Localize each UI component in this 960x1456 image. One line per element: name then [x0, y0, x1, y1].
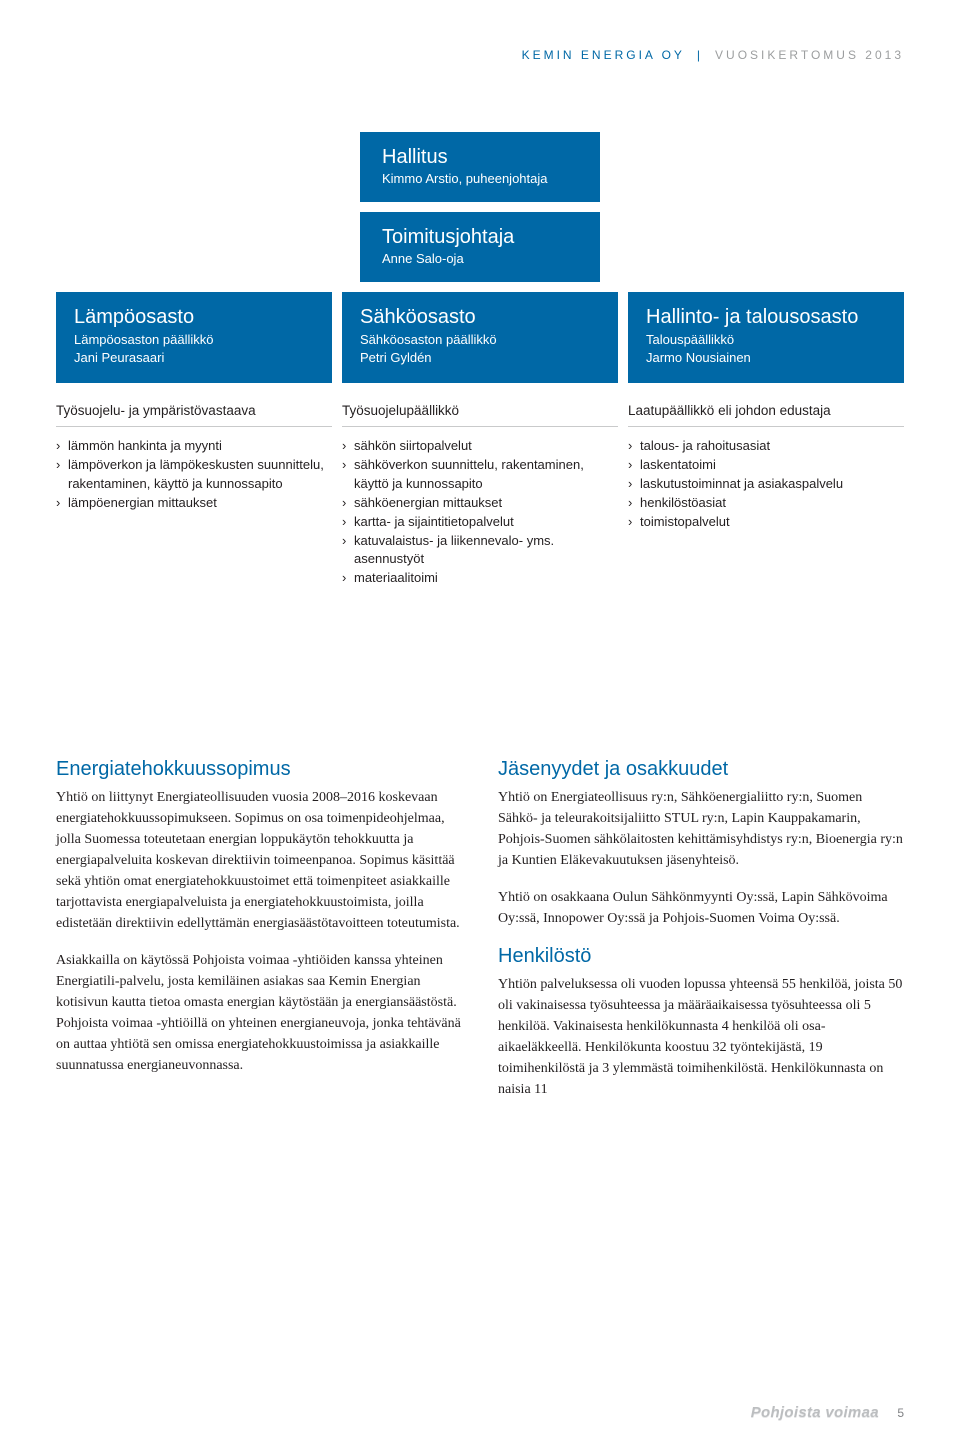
dept-name: Jarmo Nousiainen [646, 349, 886, 367]
list-item: lämpöenergian mittaukset [56, 494, 332, 513]
list-item: kartta- ja sijaintitietopalvelut [342, 513, 618, 532]
dept-title: Hallinto- ja talousosasto [646, 306, 886, 329]
list-item: toimistopalvelut [628, 513, 904, 532]
dept-name: Jani Peurasaari [74, 349, 314, 367]
section-heading: Jäsenyydet ja osakkuudet [498, 758, 904, 781]
role-title: Työsuojelu- ja ympäristövastaava [56, 403, 332, 427]
header-report: VUOSIKERTOMUS 2013 [715, 48, 904, 62]
body-paragraph: Yhtiö on osakkaana Oulun Sähkönmyynti Oy… [498, 887, 904, 929]
list-item: laskutustoiminnat ja asiakaspalvelu [628, 475, 904, 494]
dept-sub: Talouspäällikkö [646, 331, 886, 349]
role-title: Laatupäällikkö eli johdon edustaja [628, 403, 904, 427]
list-item: materiaalitoimi [342, 569, 618, 588]
list-item: sähkön siirtopalvelut [342, 437, 618, 456]
list-item: henkilöstöasiat [628, 494, 904, 513]
footer-page-number: 5 [897, 1406, 904, 1420]
list-item: talous- ja rahoitusasiat [628, 437, 904, 456]
body-paragraph: Yhtiö on Energiateollisuus ry:n, Sähköen… [498, 787, 904, 871]
section-heading: Henkilöstö [498, 945, 904, 968]
role-col-2: Työsuojelupäällikkö sähkön siirtopalvelu… [342, 403, 618, 588]
body-paragraph: Asiakkailla on käytössä Pohjoista voimaa… [56, 950, 462, 1076]
org-sub: Kimmo Arstio, puheenjohtaja [382, 171, 578, 186]
body-col-right: Jäsenyydet ja osakkuudet Yhtiö on Energi… [498, 758, 904, 1116]
body-col-left: Energiatehokkuussopimus Yhtiö on liittyn… [56, 758, 462, 1116]
list-item: katuvalaistus- ja liikennevalo- yms. ase… [342, 532, 618, 570]
org-row-board: Hallitus Kimmo Arstio, puheenjohtaja [56, 132, 904, 202]
dept-title: Sähköosasto [360, 306, 600, 329]
section-heading: Energiatehokkuussopimus [56, 758, 462, 781]
body-paragraph: Yhtiö on liittynyt Energiateollisuuden v… [56, 787, 462, 934]
dept-sub: Sähköosaston päällikkö [360, 331, 600, 349]
org-title: Hallitus [382, 146, 578, 169]
page-footer: Pohjoista voimaa 5 [56, 1404, 904, 1422]
list-item: lämmön hankinta ja myynti [56, 437, 332, 456]
body-paragraph: Yhtiön palveluksessa oli vuoden lopussa … [498, 974, 904, 1100]
footer-brand: Pohjoista voimaa [751, 1404, 879, 1421]
page-header: KEMIN ENERGIA OY | VUOSIKERTOMUS 2013 [56, 48, 904, 62]
dept-sub: Lämpöosaston päällikkö [74, 331, 314, 349]
dept-lampo: Lämpöosasto Lämpöosaston päällikkö Jani … [56, 292, 332, 383]
org-departments: Lämpöosasto Lämpöosaston päällikkö Jani … [56, 292, 904, 383]
role-title: Työsuojelupäällikkö [342, 403, 618, 427]
dept-name: Petri Gyldén [360, 349, 600, 367]
list-item: lämpöverkon ja lämpökeskusten suunnittel… [56, 456, 332, 494]
role-items: sähkön siirtopalvelut sähköverkon suunni… [342, 437, 618, 588]
list-item: sähköverkon suunnittelu, rakentaminen, k… [342, 456, 618, 494]
list-item: sähköenergian mittaukset [342, 494, 618, 513]
dept-sahko: Sähköosasto Sähköosaston päällikkö Petri… [342, 292, 618, 383]
list-item: laskentatoimi [628, 456, 904, 475]
body-columns: Energiatehokkuussopimus Yhtiö on liittyn… [56, 758, 904, 1116]
org-box-toimitusjohtaja: Toimitusjohtaja Anne Salo-oja [360, 212, 600, 282]
org-sub: Anne Salo-oja [382, 251, 578, 266]
org-row-ceo: Toimitusjohtaja Anne Salo-oja [56, 212, 904, 282]
org-title: Toimitusjohtaja [382, 226, 578, 249]
org-box-hallitus: Hallitus Kimmo Arstio, puheenjohtaja [360, 132, 600, 202]
roles-row: Työsuojelu- ja ympäristövastaava lämmön … [56, 403, 904, 588]
role-col-3: Laatupäällikkö eli johdon edustaja talou… [628, 403, 904, 588]
header-separator: | [697, 48, 703, 62]
role-items: talous- ja rahoitusasiat laskentatoimi l… [628, 437, 904, 531]
header-company: KEMIN ENERGIA OY [522, 48, 685, 62]
dept-title: Lämpöosasto [74, 306, 314, 329]
role-items: lämmön hankinta ja myynti lämpöverkon ja… [56, 437, 332, 512]
dept-hallinto: Hallinto- ja talousosasto Talouspäällikk… [628, 292, 904, 383]
role-col-1: Työsuojelu- ja ympäristövastaava lämmön … [56, 403, 332, 588]
